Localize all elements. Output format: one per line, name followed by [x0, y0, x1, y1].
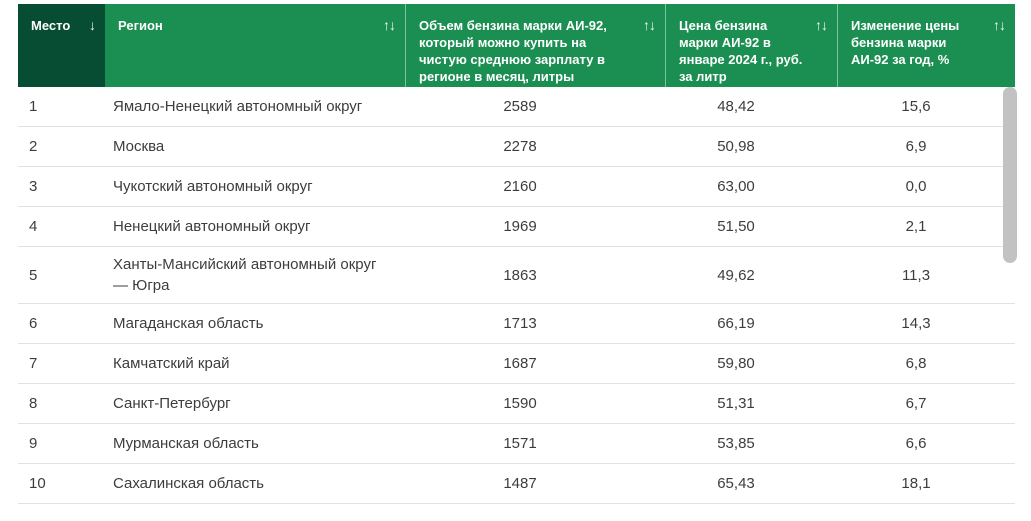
cell-change: 6,8: [905, 355, 927, 372]
cell-region: Мурманская область: [113, 435, 259, 452]
cell-price: 50,98: [717, 138, 755, 155]
cell-change: 14,3: [901, 315, 931, 332]
regions-fuel-table: Место ↓ Регион ↑↓ Объем бензина марки АИ…: [18, 4, 1015, 504]
cell-change: 11,3: [901, 266, 931, 284]
sort-both-icon: ↑↓: [815, 17, 828, 33]
cell-price: 66,19: [717, 315, 755, 332]
column-label-volume: Объем бензина марки АИ-92, который можно…: [419, 18, 607, 84]
cell-price: 48,42: [717, 98, 755, 115]
cell-place: 10: [29, 475, 46, 492]
cell-region: Ханты-Мансийский автономный округ — Югра: [113, 256, 377, 294]
cell-volume: 2160: [503, 178, 537, 195]
cell-change: 18,1: [901, 475, 931, 492]
cell-volume: 1969: [503, 218, 537, 235]
cell-region: Москва: [113, 138, 165, 155]
column-header-change[interactable]: Изменение цены бензина марки АИ-92 за го…: [837, 4, 1015, 87]
table-row: 2 Москва 2278 50,98 6,9: [18, 127, 1015, 167]
table-row: 1 Ямало-Ненецкий автономный округ 2589 4…: [18, 87, 1015, 127]
column-label-price: Цена бензина марки АИ-92 в январе 2024 г…: [679, 18, 803, 84]
cell-region: Камчатский край: [113, 355, 230, 372]
cell-place: 4: [29, 218, 38, 235]
cell-price: 53,85: [717, 435, 755, 452]
table-row: 7 Камчатский край 1687 59,80 6,8: [18, 344, 1015, 384]
column-header-place[interactable]: Место ↓: [18, 4, 105, 87]
cell-change: 6,7: [905, 395, 927, 412]
table-row: 6 Магаданская область 1713 66,19 14,3: [18, 304, 1015, 344]
cell-volume: 1590: [503, 395, 537, 412]
cell-change: 15,6: [901, 98, 931, 115]
cell-place: 2: [29, 138, 38, 155]
column-header-volume[interactable]: Объем бензина марки АИ-92, который можно…: [405, 4, 665, 87]
column-header-price[interactable]: Цена бензина марки АИ-92 в январе 2024 г…: [665, 4, 837, 87]
column-label-place: Место: [31, 18, 71, 33]
cell-change: 2,1: [905, 218, 927, 235]
cell-change: 6,9: [905, 138, 927, 155]
sort-both-icon: ↑↓: [383, 17, 396, 33]
cell-region: Чукотский автономный округ: [113, 178, 313, 195]
cell-volume: 1687: [503, 355, 537, 372]
cell-place: 5: [29, 266, 38, 284]
cell-volume: 2589: [503, 98, 537, 115]
cell-region: Магаданская область: [113, 315, 264, 332]
cell-place: 7: [29, 355, 38, 372]
sort-desc-icon: ↓: [89, 17, 96, 33]
cell-change: 0,0: [905, 178, 927, 195]
cell-change: 6,6: [905, 435, 927, 452]
table-row: 5 Ханты-Мансийский автономный округ — Юг…: [18, 247, 1015, 304]
cell-volume: 1713: [503, 315, 537, 332]
cell-price: 51,50: [717, 218, 755, 235]
cell-region: Ямало-Ненецкий автономный округ: [113, 98, 363, 115]
cell-region: Ненецкий автономный округ: [113, 218, 311, 235]
cell-price: 51,31: [717, 395, 755, 412]
cell-volume: 2278: [503, 138, 537, 155]
table-row: 8 Санкт-Петербург 1590 51,31 6,7: [18, 384, 1015, 424]
column-label-change: Изменение цены бензина марки АИ-92 за го…: [851, 18, 960, 67]
table-header: Место ↓ Регион ↑↓ Объем бензина марки АИ…: [18, 4, 1015, 87]
cell-volume: 1571: [503, 435, 537, 452]
table-row: 3 Чукотский автономный округ 2160 63,00 …: [18, 167, 1015, 207]
vertical-scrollbar-thumb[interactable]: [1003, 87, 1017, 263]
table-row: 10 Сахалинская область 1487 65,43 18,1: [18, 464, 1015, 504]
cell-place: 1: [29, 98, 38, 115]
sort-both-icon: ↑↓: [643, 17, 656, 33]
cell-place: 9: [29, 435, 38, 452]
table-row: 9 Мурманская область 1571 53,85 6,6: [18, 424, 1015, 464]
table-row: 4 Ненецкий автономный округ 1969 51,50 2…: [18, 207, 1015, 247]
cell-volume: 1487: [503, 475, 537, 492]
cell-place: 6: [29, 315, 38, 332]
column-header-region[interactable]: Регион ↑↓: [105, 4, 405, 87]
cell-region: Сахалинская область: [113, 475, 264, 492]
cell-price: 63,00: [717, 178, 755, 195]
sort-both-icon: ↑↓: [993, 17, 1006, 33]
cell-price: 65,43: [717, 475, 755, 492]
column-label-region: Регион: [118, 18, 163, 33]
cell-price: 49,62: [717, 266, 755, 284]
cell-price: 59,80: [717, 355, 755, 372]
cell-region: Санкт-Петербург: [113, 395, 231, 412]
table-body: 1 Ямало-Ненецкий автономный округ 2589 4…: [18, 87, 1015, 504]
cell-place: 3: [29, 178, 38, 195]
cell-place: 8: [29, 395, 38, 412]
cell-volume: 1863: [503, 266, 537, 284]
